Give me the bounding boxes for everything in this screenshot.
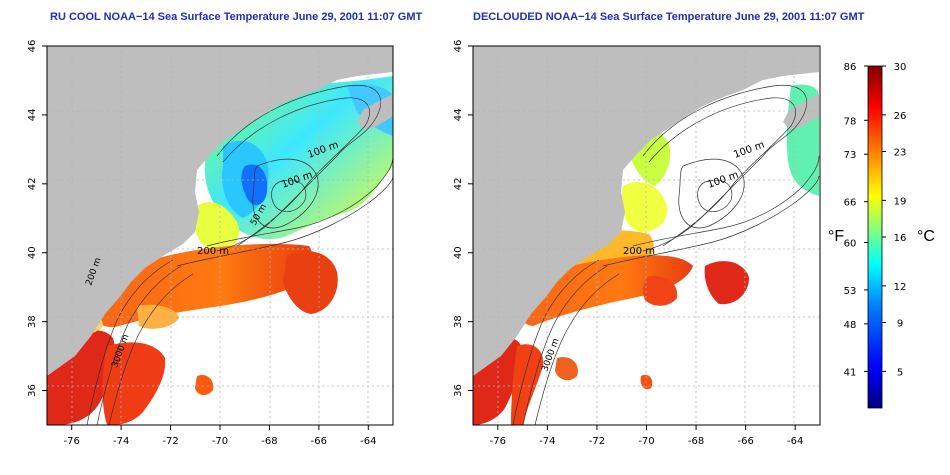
- x-tick-label: -76: [490, 436, 506, 447]
- x-tick-label: -70: [638, 436, 654, 447]
- fahrenheit-tick-label: 60: [844, 238, 857, 249]
- right-map: 100 m 100 m 200 m 3000 m -76 -74 -72 -70 -68…: [453, 40, 821, 447]
- fahrenheit-tick-label: 41: [844, 367, 857, 378]
- fahrenheit-tick-label: 48: [844, 320, 857, 331]
- celsius-unit-label: °C: [917, 228, 935, 245]
- celsius-tick-label: 16: [894, 233, 907, 244]
- y-tick-label: 44: [27, 109, 38, 122]
- celsius-tick-label: 5: [897, 367, 903, 378]
- celsius-tick-label: 19: [894, 196, 907, 207]
- y-tick-label: 38: [453, 315, 464, 328]
- y-tick-label: 36: [453, 384, 464, 397]
- celsius-tick-label: 23: [894, 148, 907, 159]
- fahrenheit-tick-label: 78: [844, 116, 857, 127]
- fahrenheit-tick-label: 86: [844, 62, 857, 73]
- x-tick-label: -72: [589, 436, 605, 447]
- right-y-axis: 36 38 40 42 44 46: [453, 40, 473, 397]
- y-tick-label: 42: [453, 177, 464, 190]
- celsius-tick-label: 12: [894, 282, 907, 293]
- left-map-title: RU COOL NOAA−14 Sea Surface Temperature …: [50, 11, 423, 23]
- x-tick-label: -66: [737, 436, 753, 447]
- x-tick-label: -68: [261, 436, 277, 447]
- fahrenheit-unit-label: °F: [828, 228, 845, 245]
- celsius-tick-label: 9: [897, 319, 903, 330]
- x-tick-label: -70: [212, 436, 228, 447]
- celsius-tick-label: 30: [894, 62, 907, 73]
- left-contour-label: 200 m: [197, 246, 229, 257]
- y-tick-label: 40: [453, 246, 464, 259]
- y-tick-label: 36: [27, 384, 38, 397]
- left-map: 100 m 100 m 50 m 200 m 3000 m 200 m -76-…: [27, 40, 394, 447]
- y-tick-label: 46: [453, 40, 464, 53]
- left-x-axis: -76 -74 -72 -70 -68 -66 -64: [64, 425, 376, 447]
- x-tick-label: -66: [311, 436, 327, 447]
- fahrenheit-tick-label: 53: [844, 286, 857, 297]
- right-x-axis: -76 -74 -72 -70 -68 -66 -64: [490, 425, 803, 447]
- fahrenheit-tick-label: 73: [844, 150, 857, 161]
- fahrenheit-scale: 86 78 73 66 60 53 48 41: [844, 62, 868, 378]
- y-tick-label: 40: [27, 246, 38, 259]
- celsius-scale: 30 26 23 19 16 12 9 5: [882, 62, 906, 378]
- right-map-title: DECLOUDED NOAA−14 Sea Surface Temperatur…: [473, 11, 865, 23]
- y-tick-label: 38: [27, 315, 38, 328]
- fahrenheit-tick-label: 66: [844, 198, 857, 209]
- right-contour-label: 200 m: [623, 246, 655, 257]
- x-tick-label: -74: [113, 436, 129, 447]
- x-tick-label: -68: [688, 436, 704, 447]
- y-tick-label: 42: [27, 177, 38, 190]
- left-y-axis: 36 38 40 42 44 46: [27, 40, 47, 397]
- x-tick-label: -76: [64, 436, 80, 447]
- x-tick-label: -72: [162, 436, 178, 447]
- x-tick-label: -64: [360, 436, 376, 447]
- y-tick-label: 46: [27, 40, 38, 53]
- x-tick-label: -64: [787, 436, 803, 447]
- colorbar-gradient: [867, 65, 883, 409]
- x-tick-label: -74: [539, 436, 555, 447]
- temperature-colorbar: 86 78 73 66 60 53 48 41 30 26 23 19 16 12 9 5: [844, 62, 906, 409]
- y-tick-label: 44: [453, 109, 464, 122]
- celsius-tick-label: 26: [894, 111, 907, 122]
